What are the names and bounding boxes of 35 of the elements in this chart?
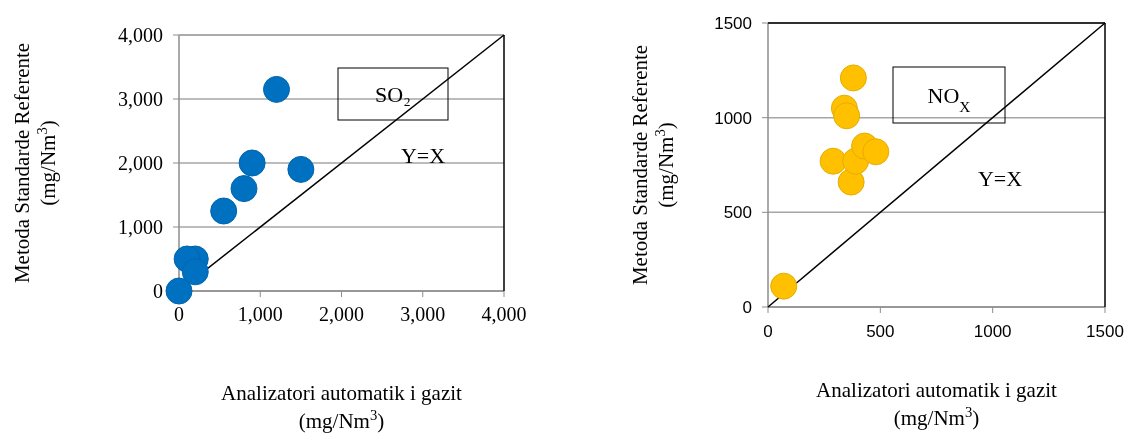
x-tick-label: 4,000 <box>481 303 527 325</box>
point <box>770 272 798 300</box>
annotation: Y=X <box>977 165 1023 191</box>
point <box>165 277 193 305</box>
y-tick-label: 500 <box>723 203 752 223</box>
point <box>833 102 861 130</box>
y-tick-label: 4,000 <box>118 24 163 46</box>
annotation: NO$_{X}$ <box>927 82 971 115</box>
y-tick-label: 1500 <box>714 13 752 33</box>
point <box>819 147 847 175</box>
point <box>287 155 315 183</box>
x-tick-label: 2,000 <box>319 303 364 325</box>
x-tick-label: 0 <box>763 322 773 341</box>
y-tick-label: 1,000 <box>118 216 163 238</box>
y-tick-label: 1000 <box>714 108 752 128</box>
x-tick-label: 1,000 <box>237 303 283 325</box>
x-tick-label: 500 <box>866 322 895 341</box>
y-tick-label: 0 <box>153 280 163 302</box>
point <box>263 75 290 103</box>
point <box>238 149 266 177</box>
y-tick-label: 2,000 <box>118 152 163 174</box>
point <box>210 197 238 225</box>
x-axis-title: Analizatori automatik i gazit (mg/Nm$^{3}$) <box>221 381 463 434</box>
point <box>839 64 867 92</box>
x-axis-title: Analizatori automatik i gazit (mg/Nm$^{3}$) <box>816 378 1058 431</box>
y-tick-label: 3,000 <box>118 88 163 110</box>
x-tick-label: 3,000 <box>400 303 446 325</box>
point <box>230 175 258 203</box>
x-tick-label: 1500 <box>1086 322 1124 341</box>
x-tick-label: 1000 <box>973 322 1012 341</box>
annotation: SO₂ <box>375 81 411 107</box>
x-tick-label: 0 <box>174 303 184 325</box>
point <box>862 138 890 166</box>
point <box>181 258 209 286</box>
annotation: Y=X <box>400 142 446 168</box>
